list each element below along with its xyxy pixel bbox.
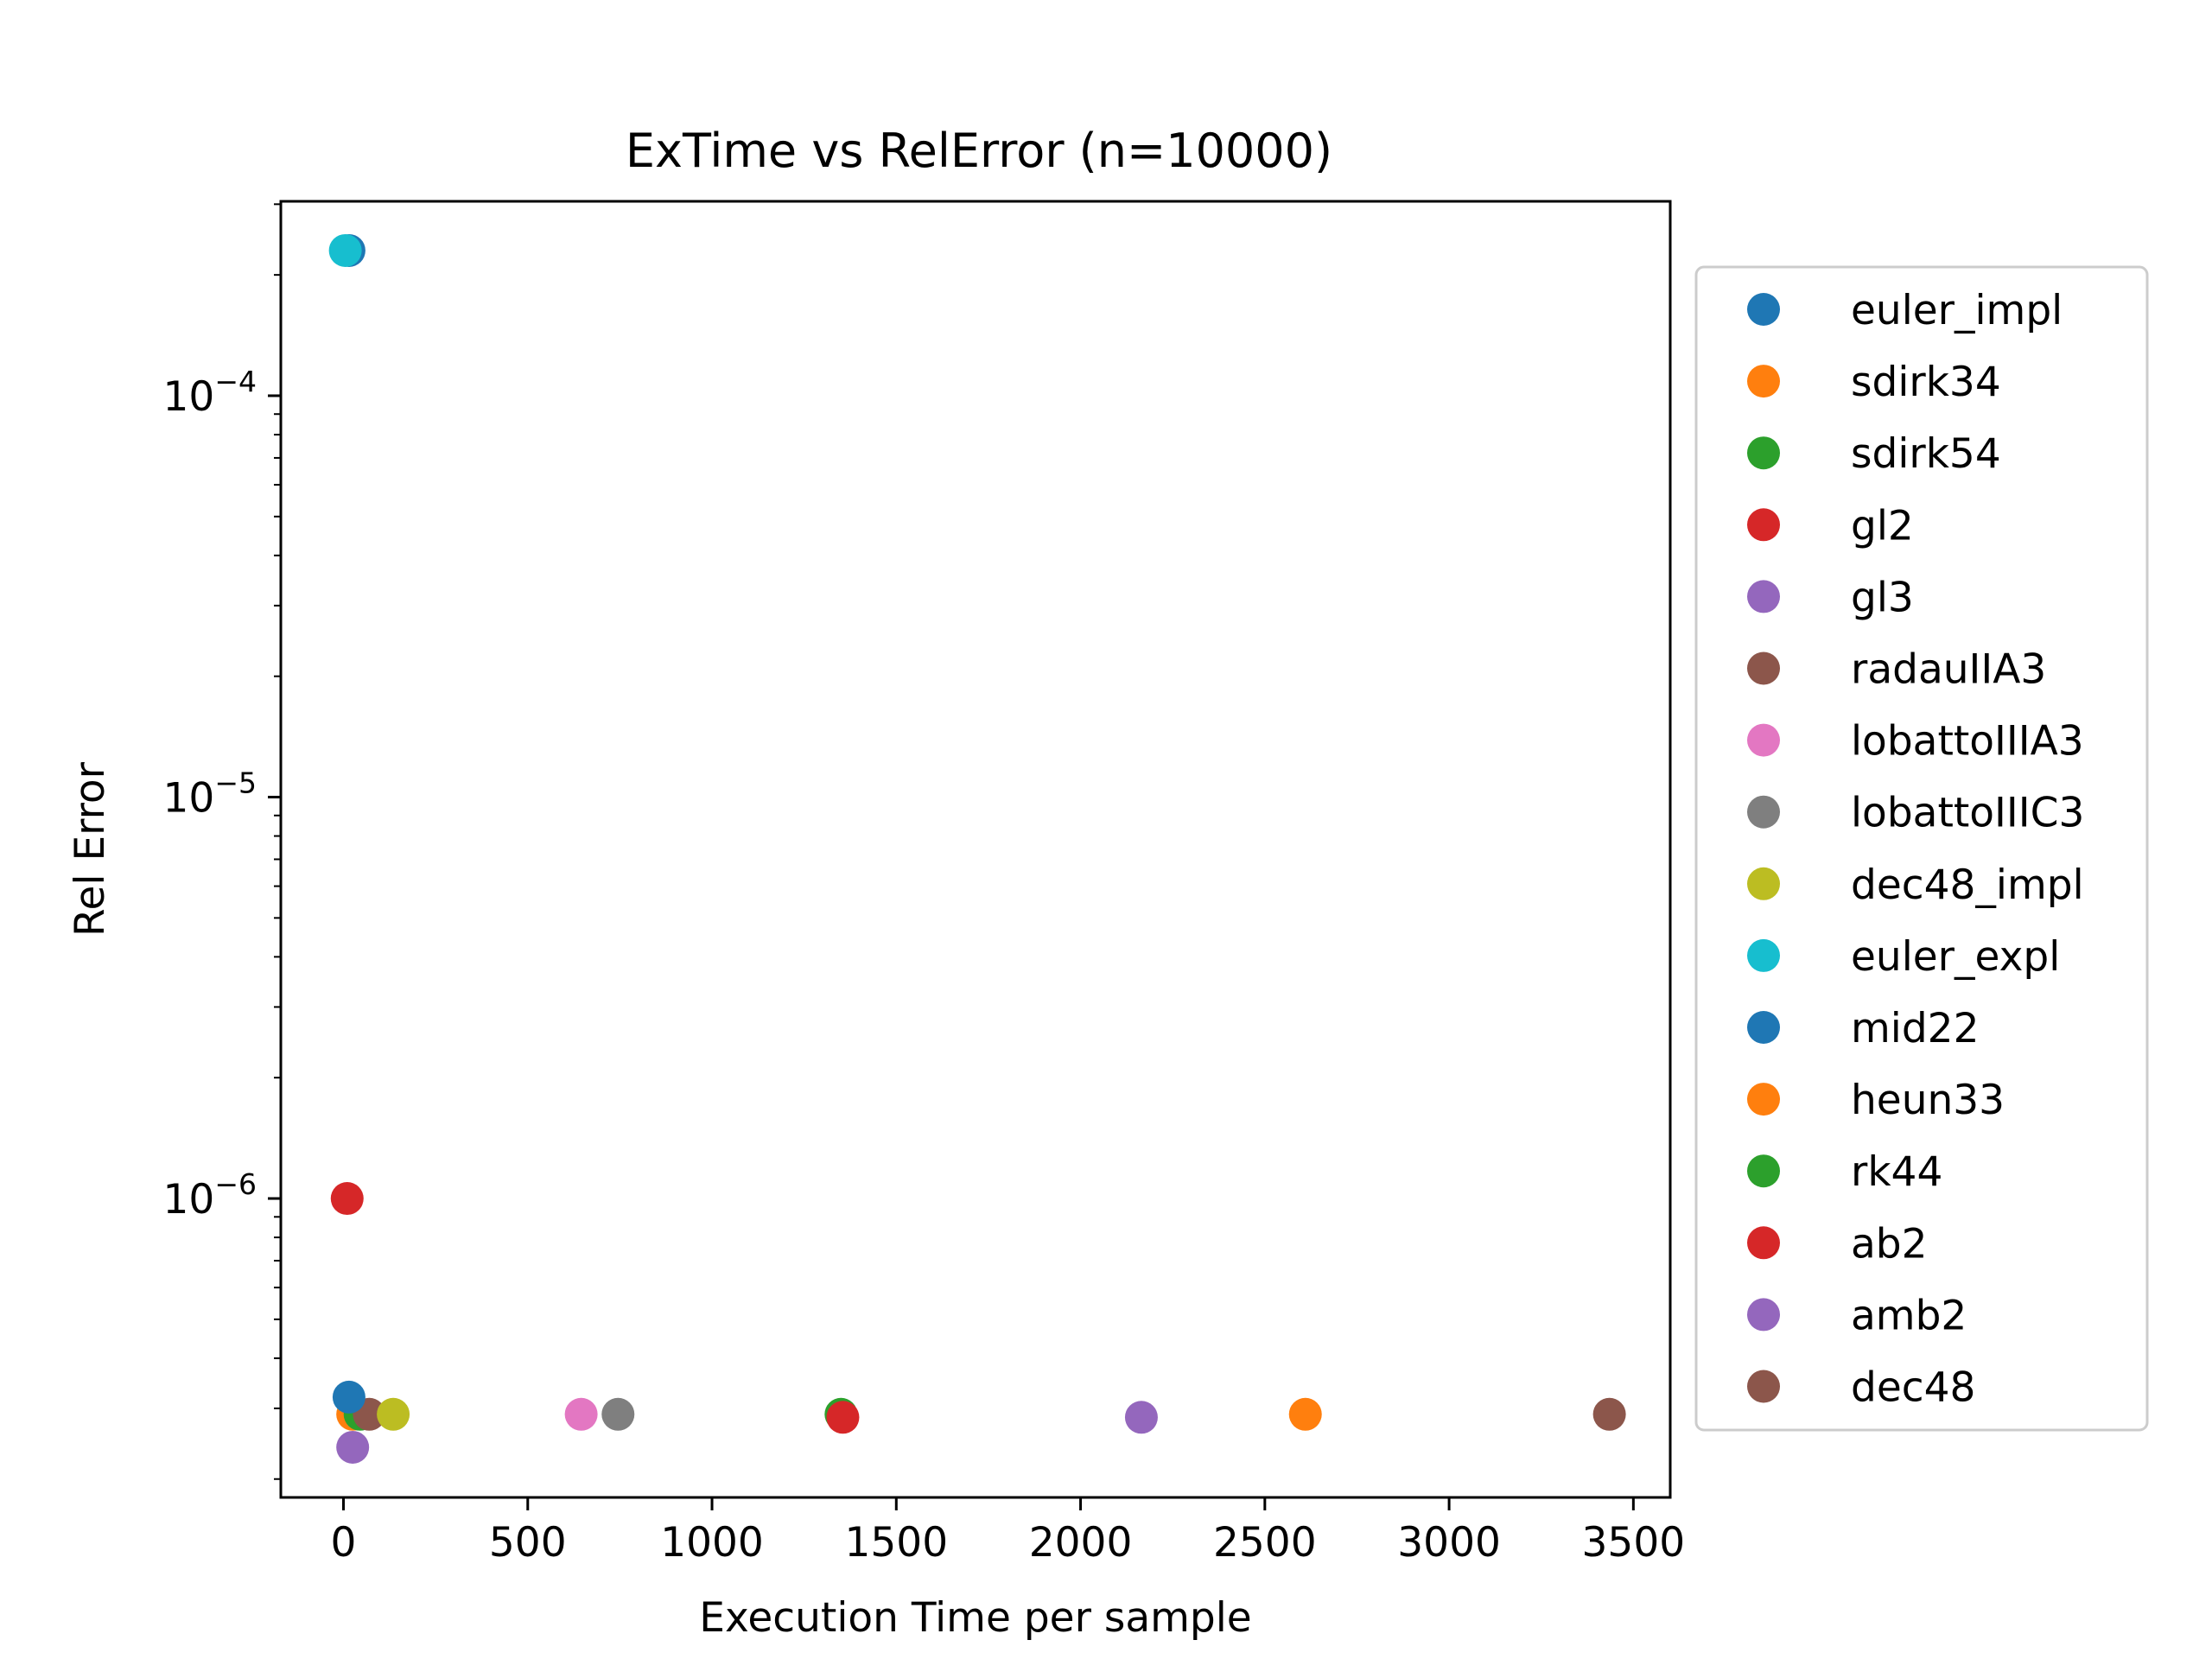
data-point-lobattoIIIC3 — [601, 1397, 635, 1431]
data-point-dec48 — [1592, 1397, 1626, 1431]
legend-marker — [1747, 1011, 1780, 1044]
legend-marker — [1747, 508, 1780, 542]
data-point-euler_expl — [328, 233, 362, 267]
legend-marker — [1747, 1154, 1780, 1188]
x-tick-label: 3500 — [1582, 1519, 1686, 1567]
legend-label: sdirk34 — [1851, 359, 2001, 406]
legend-label: euler_expl — [1851, 933, 2060, 981]
x-tick-label: 3000 — [1397, 1519, 1501, 1567]
data-point-ab2 — [826, 1401, 860, 1434]
data-point-amb2 — [1124, 1401, 1158, 1434]
legend-marker — [1747, 1370, 1780, 1403]
x-tick-label: 1000 — [660, 1519, 764, 1567]
y-tick-label: 10−4 — [163, 365, 257, 421]
data-point-gl2 — [330, 1182, 364, 1216]
legend-marker — [1747, 938, 1780, 972]
x-tick-label: 2000 — [1029, 1519, 1133, 1567]
legend-label: rk44 — [1851, 1148, 1942, 1196]
legend-label: ab2 — [1851, 1220, 1928, 1268]
legend-marker — [1747, 1226, 1780, 1260]
legend-marker — [1747, 1298, 1780, 1332]
data-point-heun33 — [1288, 1397, 1322, 1431]
legend-marker — [1747, 723, 1780, 757]
legend-label: euler_impl — [1851, 287, 2063, 334]
plot-area-frame — [279, 200, 1672, 1499]
legend-marker — [1747, 867, 1780, 900]
legend-marker — [1747, 1083, 1780, 1116]
legend-label: sdirk54 — [1851, 430, 2001, 478]
legend-marker — [1747, 795, 1780, 829]
legend-marker — [1747, 580, 1780, 613]
legend-label: gl2 — [1851, 502, 1914, 550]
legend: euler_impl sdirk34 sdirk54 gl2 gl3 radauIIA3 l… — [1694, 265, 2149, 1432]
legend-label: dec48_impl — [1851, 861, 2084, 909]
data-point-gl3 — [336, 1430, 370, 1464]
legend-label: radauIIA3 — [1851, 646, 2046, 694]
legend-marker — [1747, 293, 1780, 326]
y-axis-ticks: 10−6 10−5 10−4 — [163, 203, 281, 1480]
legend-items: euler_impl sdirk34 sdirk54 gl2 gl3 radauIIA3 l… — [1747, 287, 2084, 1412]
legend-label: dec48 — [1851, 1364, 1975, 1412]
x-axis-label: Execution Time per sample — [699, 1594, 1251, 1642]
x-tick-label: 2500 — [1213, 1519, 1317, 1567]
legend-label: lobattoIIIC3 — [1851, 790, 2084, 837]
legend-label: mid22 — [1851, 1005, 1979, 1052]
legend-label: amb2 — [1851, 1292, 1967, 1339]
legend-marker — [1747, 436, 1780, 470]
legend-marker — [1747, 652, 1780, 685]
x-tick-label: 0 — [331, 1519, 357, 1567]
legend-label: gl3 — [1851, 574, 1914, 621]
data-points — [328, 233, 1626, 1464]
legend-frame — [1694, 265, 2149, 1432]
data-point-mid22 — [332, 1380, 365, 1414]
legend-marker — [1747, 365, 1780, 398]
chart-title: ExTime vs RelError (n=10000) — [626, 124, 1332, 178]
x-tick-label: 500 — [489, 1519, 567, 1567]
y-tick-label: 10−5 — [163, 766, 257, 823]
data-point-dec48_impl — [377, 1397, 410, 1431]
data-point-lobattoIIIA3 — [564, 1397, 598, 1431]
legend-label: lobattoIIIA3 — [1851, 718, 2084, 766]
x-axis-ticks: 0 500 1000 1500 2000 2500 3000 3500 — [331, 1497, 1686, 1567]
legend-label: heun33 — [1851, 1077, 2005, 1124]
y-tick-label: 10−6 — [163, 1167, 257, 1224]
x-tick-label: 1500 — [844, 1519, 948, 1567]
y-axis-label: Rel Error — [67, 761, 114, 937]
